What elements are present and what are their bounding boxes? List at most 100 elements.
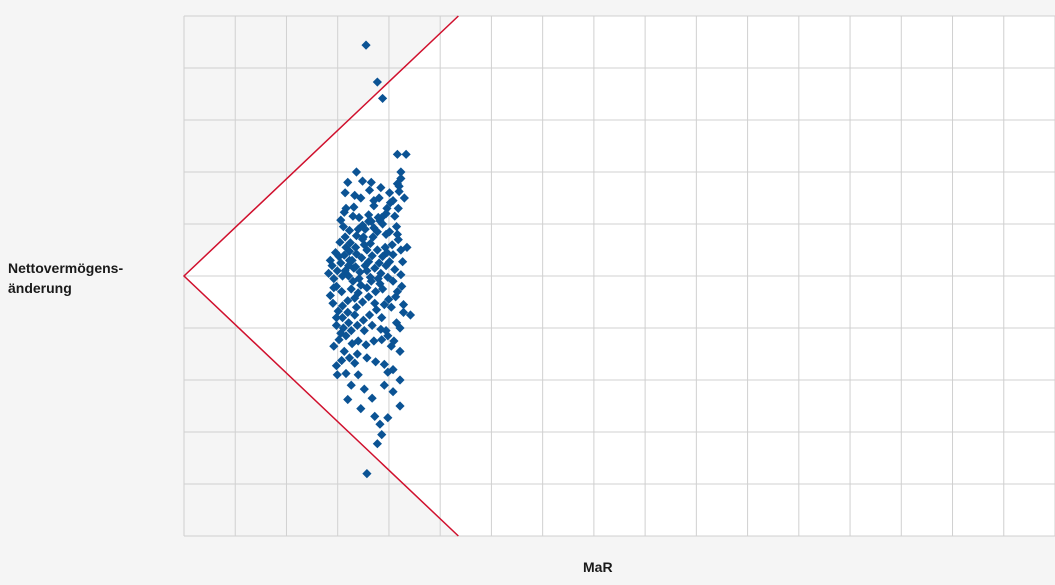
data-point <box>384 227 395 237</box>
data-point <box>346 380 356 390</box>
data-point <box>341 203 351 213</box>
data-point <box>373 274 383 284</box>
data-point <box>340 266 350 276</box>
data-point <box>396 173 406 184</box>
data-point <box>362 245 372 255</box>
data-point <box>358 315 369 325</box>
data-point <box>344 318 354 328</box>
data-point <box>386 302 396 312</box>
data-point <box>395 323 405 333</box>
data-point <box>331 361 342 371</box>
data-point <box>369 196 379 206</box>
data-point <box>401 149 411 159</box>
data-point <box>343 394 353 405</box>
data-point <box>398 307 409 317</box>
outside-region <box>184 16 459 536</box>
data-point <box>383 367 393 377</box>
data-point <box>364 292 374 302</box>
data-point <box>338 323 348 333</box>
data-point <box>344 261 354 271</box>
data-point <box>375 279 385 289</box>
data-point <box>354 212 364 223</box>
data-point <box>325 290 335 301</box>
data-point <box>391 318 402 328</box>
data-point <box>359 326 369 336</box>
data-point <box>344 271 354 281</box>
data-point <box>366 276 376 286</box>
data-point <box>357 176 368 186</box>
data-points <box>323 40 416 479</box>
data-point <box>341 368 351 379</box>
data-point <box>339 346 349 356</box>
data-point <box>392 287 402 297</box>
data-point <box>383 331 393 341</box>
data-point <box>348 211 358 221</box>
data-point <box>382 248 392 258</box>
data-point <box>396 245 406 255</box>
data-point <box>343 177 353 187</box>
y-axis-label: Nettovermögens-änderung <box>8 260 124 296</box>
data-point <box>390 211 400 221</box>
data-point <box>328 298 338 308</box>
data-point <box>379 300 389 310</box>
data-point <box>383 413 393 423</box>
data-point <box>390 264 400 275</box>
data-point <box>384 257 395 267</box>
data-point <box>362 469 372 479</box>
data-point <box>332 266 342 276</box>
data-point <box>364 310 375 320</box>
data-point <box>361 340 371 350</box>
data-point <box>376 183 386 193</box>
data-point <box>361 40 371 50</box>
data-point <box>353 370 363 380</box>
data-point <box>395 346 405 356</box>
data-point <box>364 210 374 220</box>
data-point <box>357 297 368 307</box>
data-point <box>379 359 389 369</box>
data-point <box>339 207 349 217</box>
data-point <box>367 320 377 330</box>
data-point <box>377 430 387 440</box>
data-point <box>337 287 347 297</box>
data-point <box>366 216 376 226</box>
data-point <box>371 287 381 297</box>
data-point <box>365 272 375 282</box>
data-point <box>351 167 362 177</box>
data-point <box>387 240 397 250</box>
data-point <box>354 274 364 284</box>
data-point <box>386 341 396 351</box>
x-axis-label: MaR <box>583 559 613 575</box>
data-point <box>323 268 334 278</box>
data-point <box>369 336 379 346</box>
data-point <box>337 313 348 323</box>
data-point <box>393 203 403 213</box>
data-point <box>384 188 395 198</box>
data-point <box>398 300 409 310</box>
data-point <box>333 306 343 316</box>
data-point <box>334 335 344 345</box>
data-point <box>358 232 369 242</box>
data-point <box>377 93 388 104</box>
data-point <box>337 301 348 311</box>
data-point <box>347 339 357 349</box>
data-point <box>392 229 402 239</box>
grid <box>183 15 1055 537</box>
data-point <box>329 283 339 293</box>
data-point <box>334 251 344 262</box>
data-point <box>350 190 360 200</box>
data-point <box>339 250 349 260</box>
data-point <box>360 224 370 234</box>
data-point <box>355 267 365 277</box>
data-point <box>380 242 390 252</box>
data-point <box>370 298 380 308</box>
data-point <box>394 181 404 191</box>
data-point <box>344 353 355 363</box>
data-point <box>402 242 412 252</box>
data-point <box>362 353 372 363</box>
data-point <box>377 219 388 229</box>
data-point <box>377 335 387 345</box>
data-point <box>394 186 404 197</box>
data-point <box>372 245 382 255</box>
data-point <box>364 257 374 267</box>
data-point <box>395 375 405 385</box>
